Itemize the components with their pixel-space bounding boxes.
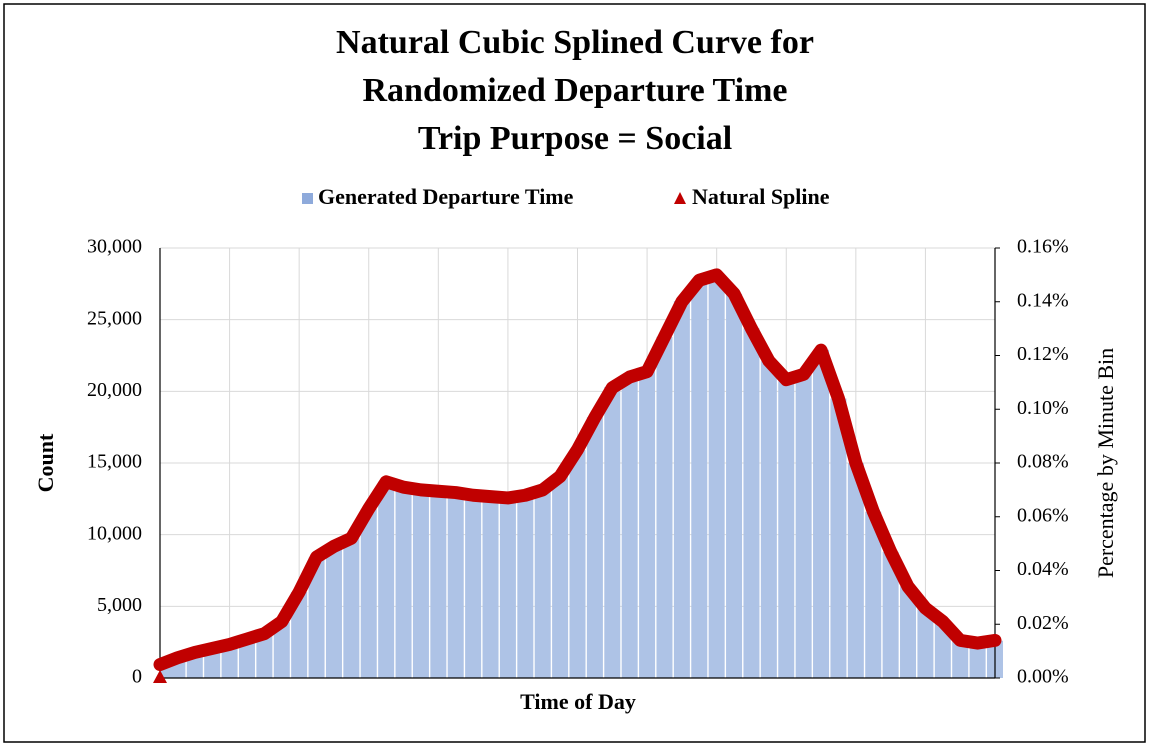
bar [952,640,969,678]
bar [378,481,395,678]
bar [517,494,534,678]
bar [221,645,238,678]
bar [534,490,551,678]
chart-title: Randomized Departure Time [363,72,788,109]
chart-title: Natural Cubic Splined Curve for [336,24,814,61]
bar [830,398,847,678]
bar [604,387,621,678]
bar [308,557,325,678]
bar [795,374,812,678]
spline-line [153,268,1002,672]
legend-label: Natural Spline [692,184,830,209]
y2-tick-label: 0.02% [1017,612,1069,634]
bar [552,475,569,678]
y-tick-label: 25,000 [87,307,142,329]
bar [726,293,743,678]
y-tick-label: 20,000 [87,379,142,401]
bar [969,643,986,678]
bar [760,361,777,678]
marks [160,275,1004,678]
y-tick-label: 0 [132,666,142,688]
bar [813,349,830,678]
legend-swatch [302,193,313,204]
y2-tick-label: 0.08% [1017,451,1069,473]
y2-tick-label: 0.16% [1017,236,1069,258]
bar [900,586,917,678]
bar [778,379,795,678]
y-tick-label: 15,000 [87,451,142,473]
bar [430,491,447,678]
bar [325,546,342,678]
y2-tick-label: 0.10% [1017,397,1069,419]
bar [708,275,725,678]
bar [691,279,708,678]
legend-swatch [674,192,686,204]
bar [673,301,690,678]
bar [238,639,255,678]
bar [656,336,673,678]
y2-axis-title: Percentage by Minute Bin [1093,348,1118,578]
line-marker [153,670,167,683]
bar [934,622,951,678]
chart-title: Trip Purpose = Social [418,120,732,157]
y2-tick-label: 0.06% [1017,504,1069,526]
bar [273,622,290,678]
bar [395,487,412,678]
bar [291,592,308,678]
y-axis-title: Count [33,433,58,492]
y2-tick-label: 0.00% [1017,666,1069,688]
bar [360,508,377,678]
bar [743,328,760,678]
bar [447,493,464,678]
y-tick-label: 30,000 [87,236,142,258]
bar [639,371,656,678]
bar [482,495,499,678]
y-tick-label: 5,000 [97,594,142,616]
legend-label: Generated Departure Time [318,184,574,209]
bar [465,494,482,678]
bar [865,511,882,678]
bar [586,417,603,678]
y2-tick-label: 0.04% [1017,558,1069,580]
bar [917,607,934,678]
bar [343,537,360,678]
x-axis-title: Time of Day [520,689,636,714]
bar [499,497,516,678]
bar [412,490,429,678]
y2-tick-label: 0.12% [1017,343,1069,365]
bar [847,463,864,678]
bar [621,377,638,678]
bar [256,633,273,678]
y-tick-label: 10,000 [87,522,142,544]
bar [569,450,586,678]
bar [882,551,899,678]
y2-tick-label: 0.14% [1017,289,1069,311]
